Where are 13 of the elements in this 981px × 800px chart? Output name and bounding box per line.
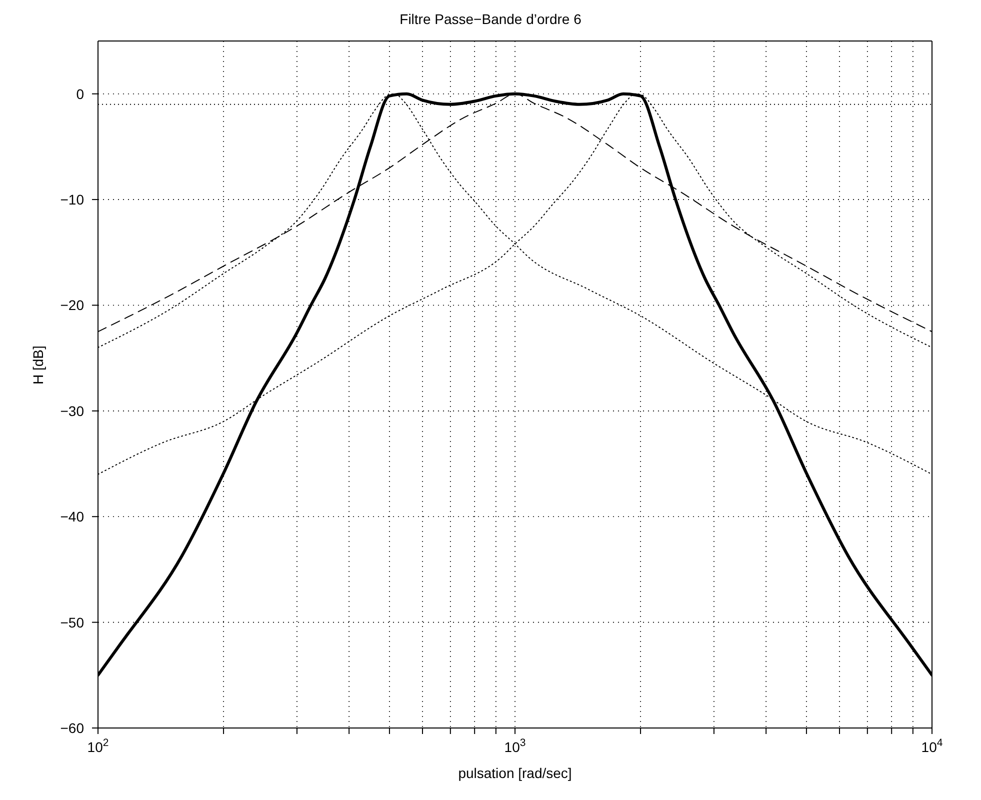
y-tick-label: −50 — [60, 614, 84, 630]
x-axis-title: pulsation [rad/sec] — [458, 765, 572, 781]
y-axis-title: H [dB] — [30, 346, 46, 384]
y-tick-label: −30 — [60, 402, 84, 419]
x-tick-label: 10$^{3}$ — [504, 737, 526, 755]
y-tick-label: −40 — [60, 508, 84, 525]
x-tick-label: 10$^{2}$ — [87, 737, 109, 755]
y-tick-label: 0 — [76, 86, 84, 102]
y-tick-label: −10 — [60, 192, 84, 208]
chart-title: Filtre Passe−Bande d’ordre 6 — [398, 10, 582, 29]
x-tick-label: 10$^{4}$ — [921, 737, 943, 755]
y-tick-label: −60 — [60, 720, 84, 736]
y-tick-label: −20 — [60, 297, 84, 314]
